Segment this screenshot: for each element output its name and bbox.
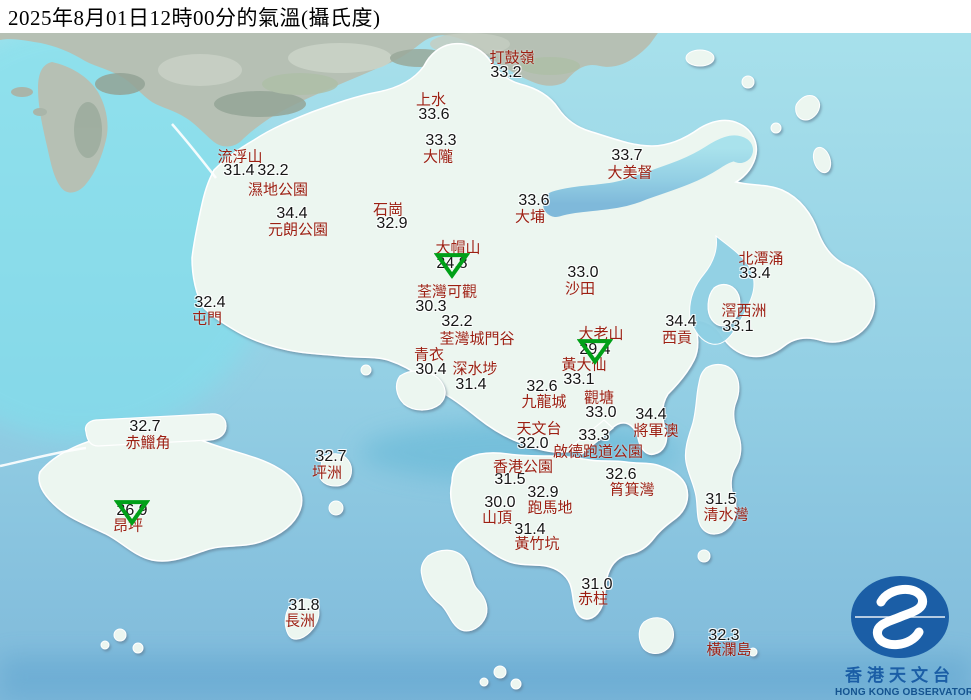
title-bar: 2025年8月01日12時00分的氣溫(攝氏度)	[0, 0, 971, 33]
hko-logo-english: HONG KONG OBSERVATORY	[835, 687, 971, 698]
hko-logo-chinese: 香港天文台	[845, 666, 955, 685]
hko-logo-icon	[851, 576, 949, 658]
hzm-bridge	[0, 446, 87, 468]
islands	[38, 49, 832, 690]
tolo-harbour-water	[543, 135, 753, 217]
hko-logo: 香港天文台 HONG KONG OBSERVATORY	[835, 574, 971, 698]
bridges	[0, 123, 217, 468]
sea-deep-band	[0, 655, 971, 700]
shenzhen-bay-bridge	[171, 123, 217, 179]
page-title: 2025年8月01日12時00分的氣溫(攝氏度)	[8, 5, 381, 30]
new-territories-land	[191, 42, 876, 456]
